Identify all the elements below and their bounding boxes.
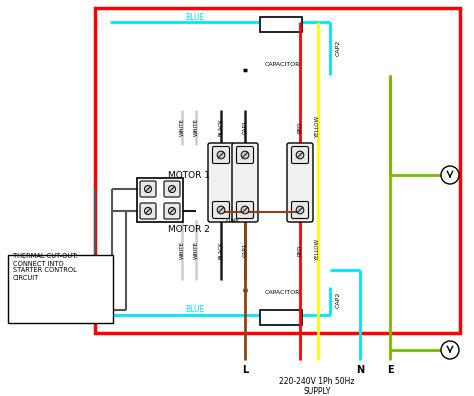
Circle shape bbox=[168, 185, 175, 192]
Bar bbox=[260, 17, 302, 32]
FancyBboxPatch shape bbox=[292, 202, 309, 219]
Text: N: N bbox=[356, 365, 364, 375]
Text: YELLOW: YELLOW bbox=[316, 116, 320, 138]
Text: CAP1: CAP1 bbox=[243, 243, 247, 257]
FancyBboxPatch shape bbox=[164, 203, 180, 219]
FancyBboxPatch shape bbox=[287, 143, 313, 222]
Circle shape bbox=[145, 208, 152, 215]
Text: 220-240V 1Ph 50Hz: 220-240V 1Ph 50Hz bbox=[279, 377, 355, 386]
Circle shape bbox=[296, 151, 304, 159]
Circle shape bbox=[296, 206, 304, 214]
Circle shape bbox=[217, 151, 225, 159]
Circle shape bbox=[241, 151, 249, 159]
Bar bbox=[260, 310, 302, 325]
FancyBboxPatch shape bbox=[232, 143, 258, 222]
Text: WHITE: WHITE bbox=[193, 241, 199, 259]
Text: SUPPLY: SUPPLY bbox=[303, 388, 331, 396]
Text: CAP2: CAP2 bbox=[336, 40, 340, 56]
Text: BLUE: BLUE bbox=[185, 305, 205, 314]
Text: L: L bbox=[242, 365, 248, 375]
FancyBboxPatch shape bbox=[237, 202, 254, 219]
Circle shape bbox=[241, 206, 249, 214]
Text: BLACK: BLACK bbox=[219, 241, 224, 259]
Text: BLACK: BLACK bbox=[219, 118, 224, 136]
Bar bbox=[137, 178, 183, 222]
FancyBboxPatch shape bbox=[208, 143, 234, 222]
Text: CAP1: CAP1 bbox=[243, 120, 247, 134]
Text: RED: RED bbox=[298, 244, 302, 256]
FancyBboxPatch shape bbox=[237, 147, 254, 164]
Text: CAPACITOR: CAPACITOR bbox=[265, 291, 301, 295]
Circle shape bbox=[145, 185, 152, 192]
FancyBboxPatch shape bbox=[292, 147, 309, 164]
Text: YELLOW: YELLOW bbox=[316, 239, 320, 261]
FancyBboxPatch shape bbox=[164, 181, 180, 197]
Bar bbox=[8, 255, 113, 323]
Text: BLUE: BLUE bbox=[185, 13, 205, 21]
Text: CAPACITOR: CAPACITOR bbox=[265, 63, 301, 67]
FancyBboxPatch shape bbox=[212, 147, 229, 164]
Circle shape bbox=[217, 206, 225, 214]
Text: MOTOR 2: MOTOR 2 bbox=[168, 225, 210, 234]
Text: MOTOR 1: MOTOR 1 bbox=[168, 171, 210, 179]
FancyBboxPatch shape bbox=[212, 202, 229, 219]
Text: RED: RED bbox=[298, 121, 302, 133]
Text: CAP2: CAP2 bbox=[336, 292, 340, 308]
Circle shape bbox=[168, 208, 175, 215]
Text: WHITE: WHITE bbox=[180, 118, 184, 136]
Circle shape bbox=[441, 341, 459, 359]
Bar bbox=[95, 8, 460, 333]
Text: WHITE: WHITE bbox=[193, 118, 199, 136]
Text: LINK: LINK bbox=[226, 217, 240, 223]
Text: THERMAL CUT-OUT:
CONNECT INTO
STARTER CONTROL
CIRCUIT: THERMAL CUT-OUT: CONNECT INTO STARTER CO… bbox=[13, 253, 78, 280]
FancyBboxPatch shape bbox=[140, 203, 156, 219]
Text: WHITE: WHITE bbox=[180, 241, 184, 259]
Text: E: E bbox=[387, 365, 393, 375]
FancyBboxPatch shape bbox=[140, 181, 156, 197]
Circle shape bbox=[441, 166, 459, 184]
